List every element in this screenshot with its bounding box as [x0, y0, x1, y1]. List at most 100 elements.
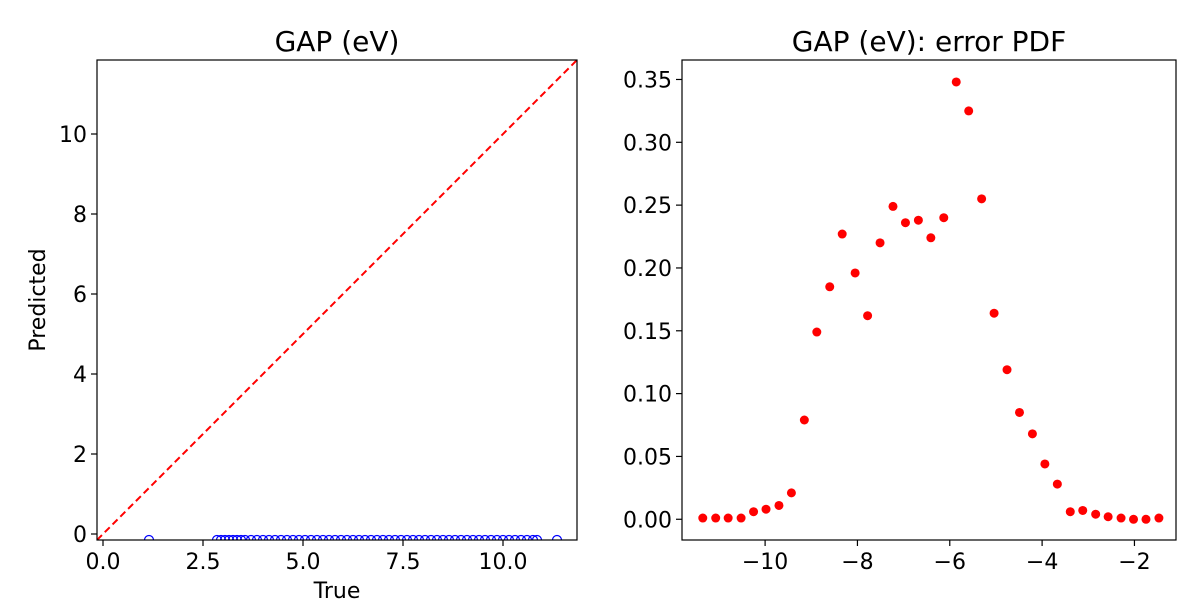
right-data-point [875, 238, 885, 248]
left-data-point [269, 534, 281, 540]
left-data-point [305, 534, 317, 540]
right-data-point [926, 233, 936, 243]
right-data-point [1078, 505, 1088, 515]
left-data-point [461, 534, 473, 540]
left-data-point [479, 534, 491, 540]
parity-reference-line [97, 60, 577, 540]
right-data-point [939, 213, 949, 223]
left-data-point [219, 534, 231, 540]
left-data-point [299, 534, 311, 540]
right-chart-title: GAP (eV): error PDF [792, 25, 1066, 58]
left-data-point [497, 534, 509, 540]
right-data-point [799, 415, 809, 425]
right-data-point [850, 268, 860, 278]
left-data-point [359, 534, 371, 540]
right-x-tick-label: −2 [1118, 550, 1150, 575]
left-x-tick-label: 2.5 [186, 550, 221, 575]
left-x-axis-label: True [313, 579, 361, 600]
right-plot-frame [681, 59, 1177, 541]
left-y-tick-label: 10 [59, 123, 87, 148]
left-data-point [467, 534, 479, 540]
left-y-tick-label: 8 [73, 203, 87, 228]
right-data-point [1014, 407, 1024, 417]
left-data-point [503, 534, 515, 540]
right-x-tick-label: −6 [934, 550, 966, 575]
right-y-tick-label: 0.05 [623, 445, 672, 470]
right-y-tick-label: 0.30 [623, 131, 672, 156]
left-chart-title: GAP (eV) [275, 25, 400, 58]
right-x-tick-label: −8 [841, 550, 873, 575]
left-data-point [401, 534, 413, 540]
left-data-point [395, 534, 407, 540]
right-y-tick-label: 0.20 [623, 257, 672, 282]
left-data-point [215, 534, 227, 540]
right-data-point [1129, 514, 1139, 524]
left-data-point [485, 534, 497, 540]
left-data-point [377, 534, 389, 540]
left-data-point [263, 534, 275, 540]
right-data-point [989, 308, 999, 318]
right-data-point [1103, 512, 1113, 522]
right-data-point [900, 218, 910, 228]
right-y-tick-label: 0.15 [623, 320, 672, 345]
left-x-tick-label: 0.0 [86, 550, 121, 575]
left-data-point [455, 534, 467, 540]
right-data-point [761, 504, 771, 514]
left-data-point [371, 534, 383, 540]
left-data-point [211, 534, 223, 540]
left-data-point [251, 534, 263, 540]
right-x-tick-label: −10 [742, 550, 788, 575]
left-data-point [389, 534, 401, 540]
left-data-point [287, 534, 299, 540]
right-data-point [1002, 365, 1012, 375]
right-data-point [1141, 514, 1151, 524]
left-data-point [443, 534, 455, 540]
left-data-point [407, 534, 419, 540]
right-data-point [837, 229, 847, 239]
right-data-point [1027, 429, 1037, 439]
right-y-tick-label: 0.10 [623, 383, 672, 408]
right-data-point [736, 513, 746, 523]
left-data-point [341, 534, 353, 540]
right-data-point [749, 507, 759, 517]
left-y-axis-label: Predicted [26, 248, 51, 351]
left-data-point [437, 534, 449, 540]
right-data-point [913, 215, 923, 225]
left-data-point [223, 534, 235, 540]
right-data-point [825, 282, 835, 292]
right-data-point [812, 327, 822, 337]
right-y-tick-label: 0.35 [623, 68, 672, 93]
left-data-point [329, 534, 341, 540]
left-y-tick-label: 4 [73, 363, 87, 388]
left-data-point [515, 534, 527, 540]
right-data-point [1154, 513, 1164, 523]
right-data-point [977, 194, 987, 204]
right-data-point [951, 77, 961, 87]
left-data-point [317, 534, 329, 540]
left-data-point [227, 534, 239, 540]
right-data-point [1065, 507, 1075, 517]
left-data-point [449, 534, 461, 540]
left-data-point [425, 534, 437, 540]
left-data-point [551, 534, 563, 540]
right-y-tick-label: 0.00 [623, 508, 672, 533]
right-data-point [888, 201, 898, 211]
right-data-point [698, 513, 708, 523]
left-data-point [413, 534, 425, 540]
left-data-point [347, 534, 359, 540]
left-data-point [353, 534, 365, 540]
left-data-point [239, 534, 251, 540]
left-data-point [419, 534, 431, 540]
left-data-point [323, 534, 335, 540]
left-data-point [235, 534, 247, 540]
right-data-point [1040, 459, 1050, 469]
left-data-point [383, 534, 395, 540]
left-data-point [231, 534, 243, 540]
right-data-point [1116, 513, 1126, 523]
left-data-point [509, 534, 521, 540]
left-data-point [143, 534, 155, 540]
left-data-point [257, 534, 269, 540]
left-data-point [245, 534, 257, 540]
left-x-tick-label: 5.0 [286, 550, 321, 575]
